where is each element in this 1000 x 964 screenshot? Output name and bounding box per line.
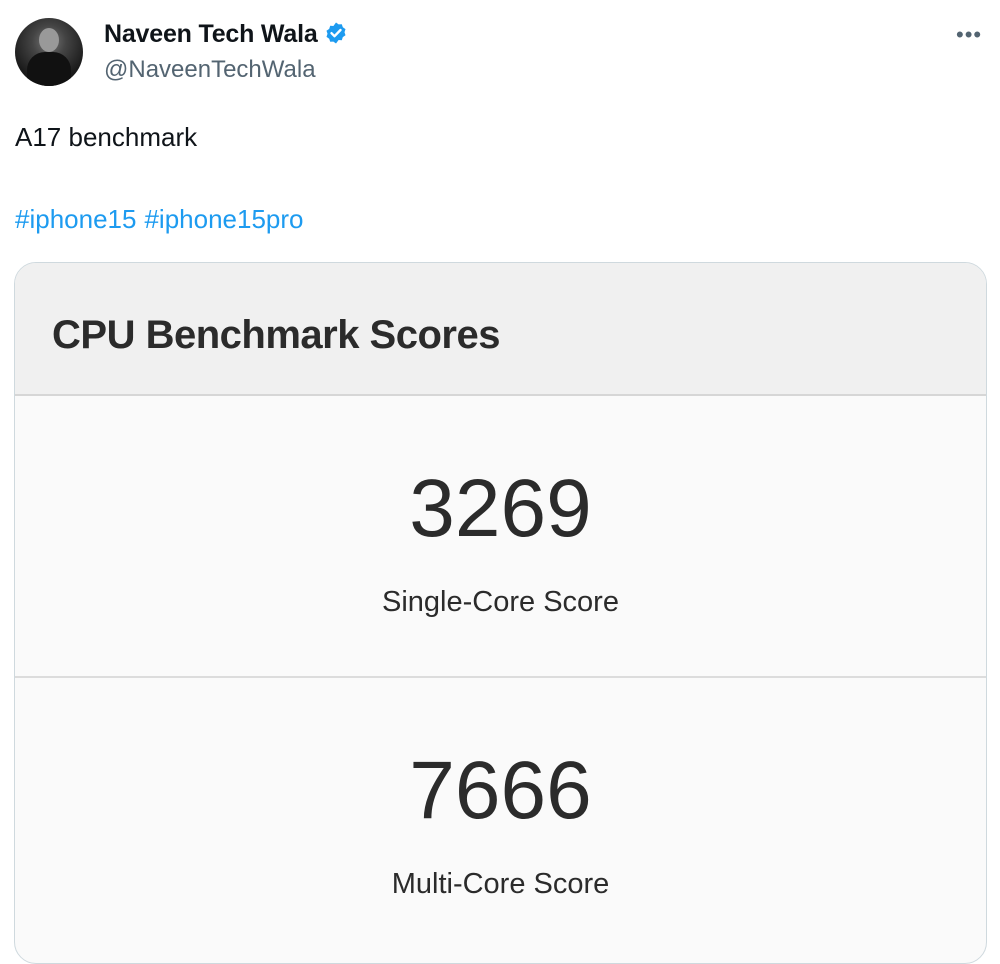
benchmark-title: CPU Benchmark Scores [52,313,500,357]
tweet-text: A17 benchmark [15,122,198,152]
single-core-section: 3269 Single-Core Score [15,396,986,678]
avatar[interactable] [15,18,83,86]
avatar-body [27,52,71,86]
benchmark-header: CPU Benchmark Scores [15,263,986,396]
hashtags: #iphone15 #iphone15pro [15,204,312,235]
author-name: Naveen Tech Wala [104,20,318,48]
author-name-link[interactable]: Naveen Tech Wala [104,20,348,49]
avatar-head [39,28,59,52]
multi-core-score: 7666 [409,745,592,836]
more-horizontal-icon[interactable]: ••• [956,22,983,47]
hashtag-link[interactable]: #iphone15 [15,204,137,234]
multi-core-section: 7666 Multi-Core Score [15,678,986,958]
hashtag-link[interactable]: #iphone15pro [144,204,304,234]
single-core-label: Single-Core Score [382,586,619,618]
single-core-score: 3269 [409,463,592,554]
tweet-image[interactable]: CPU Benchmark Scores 3269 Single-Core Sc… [14,262,987,964]
verified-badge-icon [326,22,346,44]
multi-core-label: Multi-Core Score [391,868,610,900]
author-handle[interactable]: @NaveenTechWala [104,56,316,83]
